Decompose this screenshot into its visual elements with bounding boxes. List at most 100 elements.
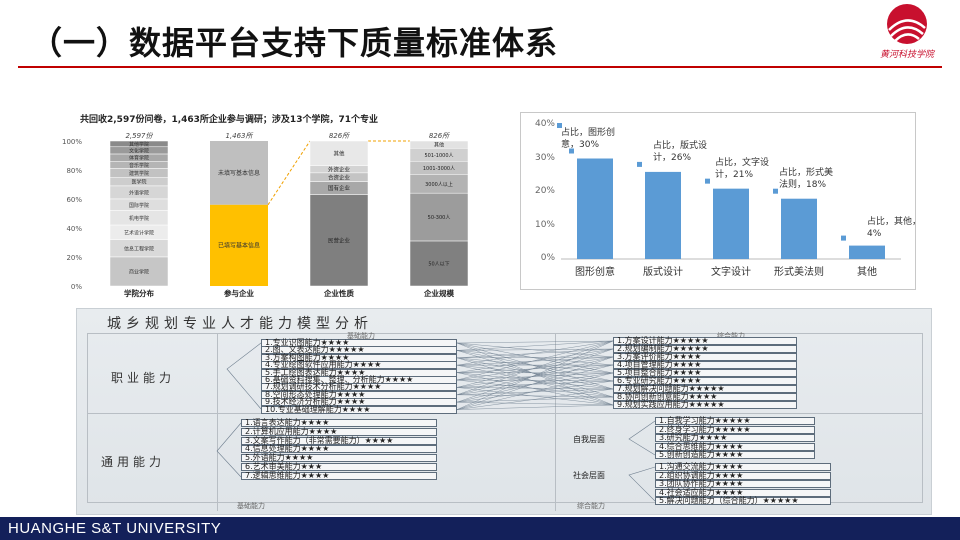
survey-stacked-bars: 100% 80% 60% 40% 20% 0% 2,597份 1,463所 826所 826所学院… xyxy=(62,132,469,298)
logo-text: 黄河科技学院 xyxy=(879,50,934,60)
footer-basic-label: 基础能力 xyxy=(237,502,265,510)
general-self-box xyxy=(655,434,815,443)
x-category-label: 图形创意 xyxy=(575,267,615,278)
general-social-box xyxy=(655,471,831,480)
professional-comprehensive-text: 4.项目管理能力★★★★ xyxy=(617,360,702,369)
bar-data-label: 占比，其他，4% xyxy=(867,216,922,239)
professional-comprehensive-text: 3.方案评价能力★★★★ xyxy=(617,352,702,361)
size-segment-label: 501-1000人 xyxy=(424,153,453,159)
general-basic-box xyxy=(241,471,437,480)
nature-segment-label: 国有企业 xyxy=(328,184,351,192)
bar-chart-plot xyxy=(557,123,901,260)
survey-total-label: 826所 xyxy=(329,132,350,140)
general-basic-text: 7.逻辑思维能力★★★★ xyxy=(245,470,330,480)
model-divider xyxy=(87,413,923,414)
general-basic-text: 6.艺术审美能力★★★ xyxy=(245,462,323,471)
professional-basic-text: 3.方案构图能力★★★★ xyxy=(265,352,350,362)
row-header-general: 通用能力 xyxy=(101,455,166,469)
professional-basic-text: 6.基础资料搜集、整理、分析能力★★★★ xyxy=(265,375,414,384)
bar xyxy=(645,171,681,259)
enterprise-filled-bar xyxy=(210,204,268,286)
footer-comprehensive-label: 综合能力 xyxy=(577,502,605,510)
general-social-text: 5.解决问题能力（综合能力）★★★★★ xyxy=(659,496,799,506)
general-self-box xyxy=(655,442,815,451)
survey-caption: 共回收2,597份问卷，1,463所企业参与调研；涉及13个学院，71个专业 xyxy=(80,115,378,125)
professional-basic-text: 9.技术经济分析能力★★★★ xyxy=(265,397,366,407)
professional-comprehensive-text: 6.专业研究能力★★★★ xyxy=(617,376,702,385)
y-tick-label: 0% xyxy=(540,253,555,263)
professional-basic-text: 2.图、文表达能力★★★★★ xyxy=(265,345,365,355)
college-segment-label: 文化学院 xyxy=(129,147,149,154)
general-self-text: 2.终身学习能力★★★★★ xyxy=(659,424,751,434)
enterprise-filled-label: 已填写基本信息 xyxy=(218,241,260,249)
professional-basic-text: 8.空间形态处理能力★★★★ xyxy=(265,389,366,399)
footer-bar: HUANGHE S&T UNIVERSITY xyxy=(0,517,960,540)
college-segment xyxy=(109,256,169,287)
general-basic-text: 5.外语能力★★★★ xyxy=(245,453,314,463)
bar xyxy=(713,188,749,259)
page-title: （一）数据平台支持下质量标准体系 xyxy=(30,24,559,62)
bar-data-label: 占比，文字设计，21% xyxy=(715,157,770,180)
size-segment-label: 3000人以上 xyxy=(425,181,453,188)
bar xyxy=(577,158,613,259)
survey-total-label: 2,597份 xyxy=(125,132,153,140)
model-title: 城乡规划专业人才能力模型分析 xyxy=(107,316,373,332)
survey-y-tick: 100% xyxy=(62,138,82,146)
general-self-box xyxy=(655,425,815,434)
nature-segment-label: 外资企业 xyxy=(328,165,351,173)
general-self-box xyxy=(655,417,815,425)
general-self-text: 5.创新创造能力★★★★ xyxy=(659,450,744,460)
y-tick-label: 40% xyxy=(534,119,555,129)
professional-comprehensive-box xyxy=(613,337,797,345)
professional-comprehensive-text: 5.项目整合能力★★★★ xyxy=(617,368,702,377)
model-divider xyxy=(555,333,556,511)
professional-comprehensive-text: 8.协同创新创意能力★★★★ xyxy=(617,392,718,401)
survey-y-tick: 60% xyxy=(66,196,82,204)
professional-comprehensive-box xyxy=(613,345,797,353)
professional-comprehensive-text: 7.规划解决问题能力★★★★★ xyxy=(617,384,725,393)
x-category-label: 版式设计 xyxy=(643,267,683,278)
x-category-label: 其他 xyxy=(857,267,877,278)
general-basic-box xyxy=(241,454,437,463)
data-label-marker xyxy=(841,235,846,241)
college-segment-label: 艺术设计学院 xyxy=(124,229,154,236)
col-header-comprehensive: 综合能力 xyxy=(717,332,745,340)
college-segment-label: 外语学院 xyxy=(129,189,149,196)
design-skill-bar-chart: 40% 30% 20% 10% 0% 图形创意 占比，图形创意，30% 版式设计 占比，版式设计… xyxy=(520,112,921,290)
survey-y-tick: 0% xyxy=(71,283,82,291)
survey-y-tick: 20% xyxy=(66,254,82,262)
bar-data-label: 占比，图形创意，30% xyxy=(561,127,616,150)
professional-basic-text: 5.手工绘图表达能力★★★★ xyxy=(265,367,366,377)
size-segment xyxy=(409,240,469,287)
college-segment-label: 音乐学院 xyxy=(129,162,149,169)
general-basic-box xyxy=(241,436,437,445)
professional-comprehensive-box xyxy=(613,369,797,377)
social-level-label: 社会层面 xyxy=(573,471,605,480)
professional-basic-text: 1.专业识图能力★★★★ xyxy=(265,338,350,347)
general-social-box xyxy=(655,497,831,506)
college-segment-label: 其他学院 xyxy=(129,141,149,148)
professional-comprehensive-box xyxy=(613,361,797,369)
college-segment-label: 机电学院 xyxy=(129,215,149,222)
college-segment-label: 建筑学院 xyxy=(129,170,149,177)
professional-basic-box xyxy=(261,405,457,414)
general-basic-box xyxy=(241,427,437,436)
nature-segment xyxy=(309,140,369,166)
nature-segment-label: 民营企业 xyxy=(328,236,351,244)
professional-comprehensive-text: 9.规划实践应用能力★★★★★ xyxy=(617,400,725,409)
x-category-label: 形式美法则 xyxy=(774,267,824,278)
self-level-label: 自我层面 xyxy=(573,435,605,444)
survey-category-label: 参与企业 xyxy=(224,288,254,298)
college-segment-label: 信息工程学院 xyxy=(124,245,154,252)
general-basic-text: 2.计算机应用能力★★★★ xyxy=(245,426,338,436)
bar-data-label: 占比，形式美法则，18% xyxy=(779,167,834,190)
model-frame xyxy=(87,333,923,503)
enterprise-unfilled-label: 未填写基本信息 xyxy=(218,169,260,177)
nature-segment xyxy=(309,194,369,287)
size-segment xyxy=(409,192,469,242)
data-label-marker xyxy=(637,161,642,167)
data-label-marker xyxy=(557,123,562,128)
general-social-box xyxy=(655,480,831,489)
survey-y-tick: 80% xyxy=(66,167,82,175)
professional-basic-text: 4.专业绘图软件应用能力★★★★ xyxy=(265,360,382,370)
